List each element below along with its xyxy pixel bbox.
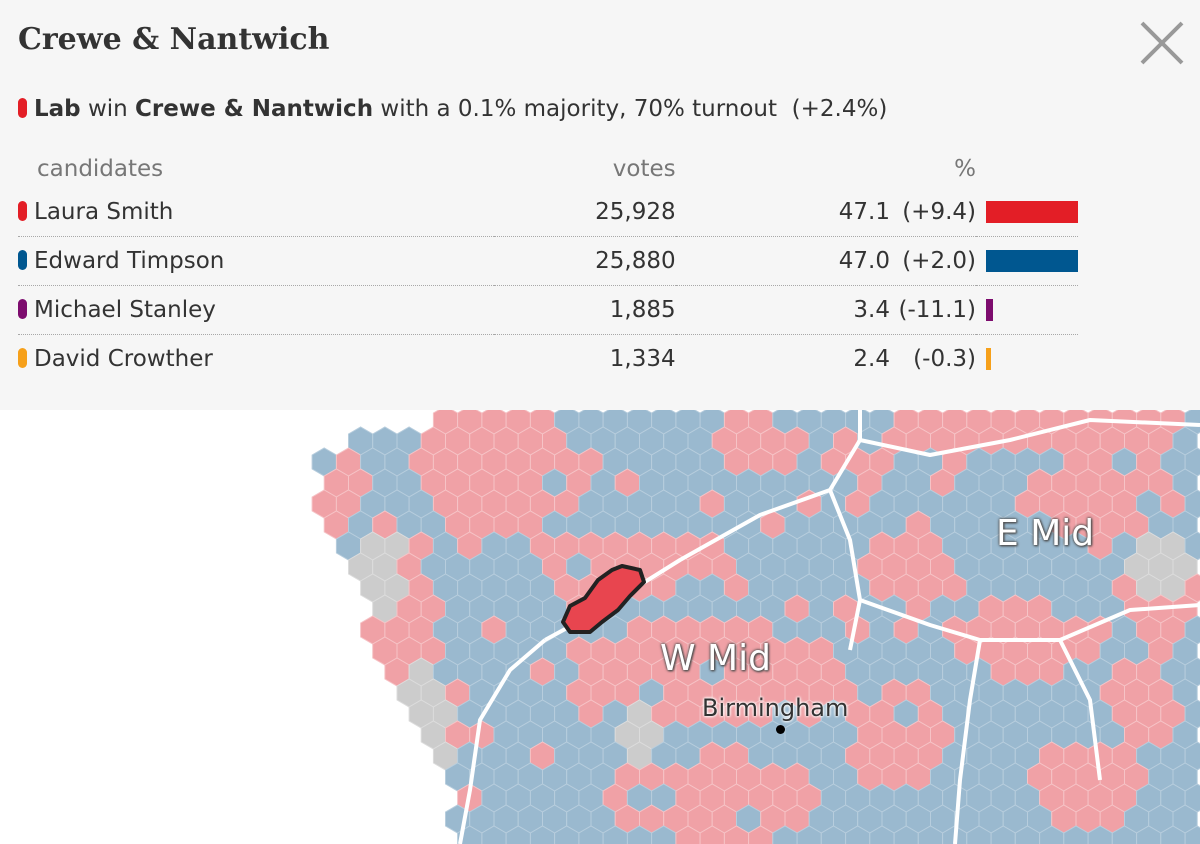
region-boundary [828, 489, 1200, 642]
candidate-votes: 1,334 [609, 346, 676, 372]
candidate-pct: 47.1 [838, 199, 890, 225]
candidate-pct-cell: 3.4 (-11.1) [676, 286, 976, 335]
constituency-hex[interactable] [1087, 825, 1113, 844]
candidate-name: Edward Timpson [34, 248, 225, 274]
constituency-hex[interactable] [699, 825, 725, 844]
constituency-hex[interactable] [772, 825, 798, 844]
region-boundary [848, 599, 862, 651]
summary-win-text: win [87, 96, 128, 122]
constituency-hex[interactable] [675, 825, 701, 844]
region-boundary [859, 418, 1200, 457]
constituency-hex[interactable] [845, 825, 871, 844]
constituency-hex[interactable] [1014, 825, 1041, 844]
summary-majority-text: with a 0.1% majority, 70% turnout [380, 96, 778, 122]
candidate-pct-change: (+2.0) [902, 248, 976, 274]
candidate-share-bar [986, 250, 1078, 272]
candidate-share-bar [986, 299, 993, 321]
city-marker-birmingham [776, 725, 785, 734]
table-row: Laura Smith 25,928 47.1 (+9.4) [18, 188, 1078, 237]
candidate-pct-cell: 47.1 (+9.4) [676, 188, 976, 237]
candidate-pct-cell: 2.4 (-0.3) [676, 335, 976, 384]
table-row: David Crowther 1,334 2.4 (-0.3) [18, 334, 1078, 384]
candidate-pct: 3.4 [853, 297, 890, 323]
close-button[interactable] [1137, 18, 1187, 68]
candidate-party-marker [18, 299, 27, 319]
candidate-share-bar-cell [976, 188, 1078, 237]
candidate-share-bar-cell [976, 286, 1078, 335]
candidate-pct: 47.0 [838, 248, 890, 274]
summary-seat: Crewe & Nantwich [135, 96, 374, 122]
constituency-hex[interactable] [748, 825, 774, 844]
results-table: candidates votes % Laura Smith 25,928 47.1… [18, 150, 1078, 383]
constituency-hex[interactable] [602, 825, 628, 844]
table-row: Michael Stanley 1,885 3.4 (-11.1) [18, 285, 1078, 335]
candidate-share-bar-cell [976, 237, 1078, 286]
selected-constituency-hex[interactable] [561, 564, 646, 634]
candidate-name: Laura Smith [34, 199, 174, 225]
header-votes: votes [612, 156, 676, 182]
constituency-hex[interactable] [966, 825, 992, 844]
candidate-name: Michael Stanley [34, 297, 216, 323]
constituency-hex[interactable] [554, 825, 580, 844]
candidate-pct-change: (+9.4) [902, 199, 976, 225]
constituency-hex[interactable] [1039, 825, 1065, 844]
candidate-votes: 25,880 [595, 248, 676, 274]
constituency-hex[interactable] [893, 825, 919, 844]
candidate-cell: David Crowther [18, 335, 494, 384]
constituency-title: Crewe & Nantwich [18, 22, 330, 57]
candidate-party-marker [18, 201, 27, 221]
constituency-hex[interactable] [820, 825, 847, 844]
candidate-pct-change: (-0.3) [913, 346, 976, 372]
candidate-share-bar-cell [976, 335, 1078, 384]
constituency-hex[interactable] [1184, 825, 1200, 844]
candidate-share-bar [986, 348, 991, 370]
candidate-party-marker [18, 250, 27, 270]
region-boundary [1058, 639, 1102, 781]
region-boundary [953, 639, 982, 844]
constituency-hex[interactable] [481, 825, 507, 844]
constituency-hex[interactable] [1160, 825, 1186, 844]
constituency-hex[interactable] [796, 825, 822, 844]
table-row: Edward Timpson 25,880 47.0 (+2.0) [18, 236, 1078, 286]
constituency-hex[interactable] [1136, 825, 1162, 844]
constituency-hex[interactable] [626, 825, 653, 844]
region-label-w-mid: W Mid [660, 638, 771, 679]
constituency-hex[interactable] [651, 825, 677, 844]
candidate-cell: Michael Stanley [18, 286, 494, 335]
candidate-cell: Edward Timpson [18, 237, 494, 286]
candidate-share-bar [986, 201, 1078, 223]
region-label-e-mid: E Mid [996, 513, 1095, 554]
constituency-hex[interactable] [1063, 825, 1089, 844]
constituency-hex[interactable] [505, 825, 531, 844]
constituency-hex[interactable] [990, 825, 1016, 844]
candidate-votes: 25,928 [595, 199, 676, 225]
header-pct: % [954, 156, 976, 182]
candidate-votes: 1,885 [609, 297, 676, 323]
constituency-info-panel: Crewe & Nantwich Lab win Crewe & Nantwic… [0, 0, 1200, 410]
candidate-party-marker [18, 348, 27, 368]
result-summary: Lab win Crewe & Nantwich with a 0.1% maj… [18, 96, 887, 122]
constituency-hex[interactable] [869, 825, 895, 844]
candidate-pct-cell: 47.0 (+2.0) [676, 237, 976, 286]
close-icon [1140, 21, 1184, 65]
region-boundary [458, 638, 547, 844]
city-label-birmingham: Birmingham [702, 694, 849, 722]
constituency-hex[interactable] [529, 825, 556, 844]
constituency-hex[interactable] [723, 825, 750, 844]
header-candidates: candidates [37, 156, 164, 182]
constituency-hex[interactable] [578, 825, 604, 844]
party-color-marker [18, 98, 27, 118]
candidate-pct-change: (-11.1) [898, 297, 976, 323]
summary-turnout-change: (+2.4%) [791, 96, 888, 122]
constituency-hex[interactable] [1111, 825, 1138, 844]
candidate-pct: 2.4 [853, 346, 890, 372]
constituency-hex[interactable] [917, 825, 944, 844]
candidate-cell: Laura Smith [18, 188, 494, 237]
candidate-name: David Crowther [34, 346, 213, 372]
winning-party: Lab [34, 96, 81, 122]
